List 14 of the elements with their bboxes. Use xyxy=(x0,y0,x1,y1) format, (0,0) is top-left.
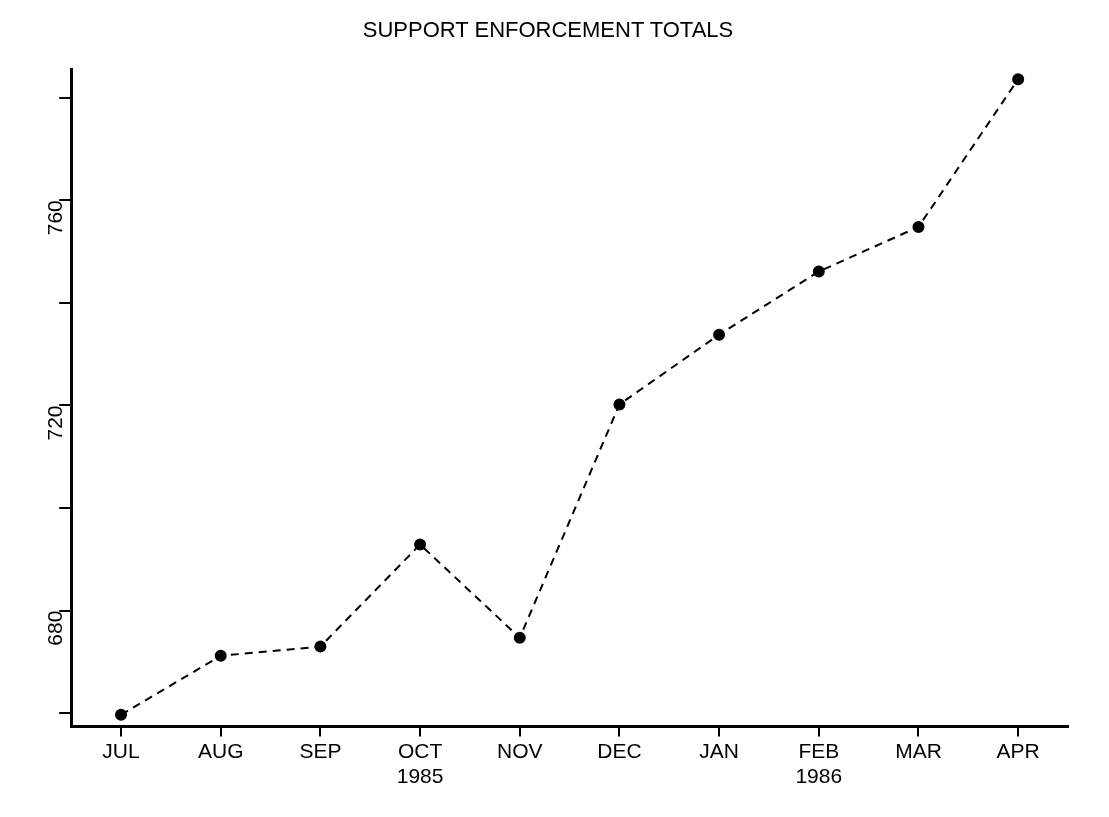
x-tick-label: MAR xyxy=(895,739,942,762)
x-tick-label: JUL xyxy=(102,739,140,762)
y-tick-label: 720 xyxy=(43,405,66,441)
x-tick-label: NOV xyxy=(497,739,543,762)
chart-title: SUPPORT ENFORCEMENT TOTALS xyxy=(362,17,734,43)
x-tick-label: SEP xyxy=(299,739,342,762)
y-tick-label: 760 xyxy=(43,200,66,236)
y-tick-label: 680 xyxy=(43,610,66,646)
x-tick-label: FEB 1986 xyxy=(795,739,843,788)
x-tick-label: JAN xyxy=(699,739,739,762)
x-tick-label: APR xyxy=(996,739,1040,762)
x-tick-label: DEC xyxy=(597,739,642,762)
x-tick-label: OCT 1985 xyxy=(396,739,444,788)
x-tick-label: AUG xyxy=(197,739,244,762)
